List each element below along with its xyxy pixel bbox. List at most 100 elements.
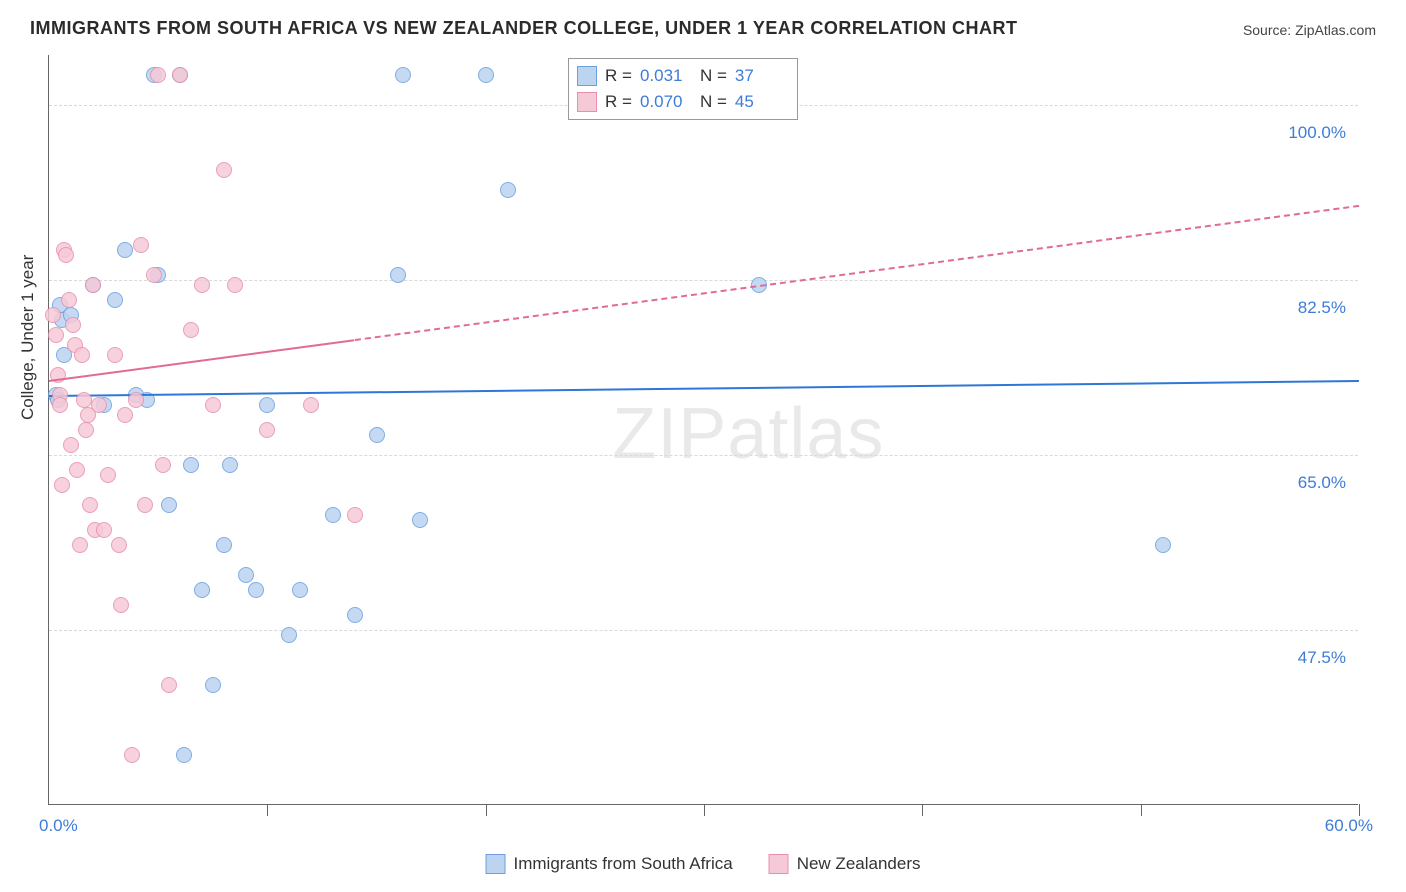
scatter-point bbox=[412, 512, 428, 528]
scatter-point bbox=[100, 467, 116, 483]
scatter-point bbox=[96, 522, 112, 538]
scatter-point bbox=[124, 747, 140, 763]
x-axis-max-label: 60.0% bbox=[1325, 816, 1373, 836]
source-attribution: Source: ZipAtlas.com bbox=[1243, 22, 1376, 38]
y-axis-tick-label: 47.5% bbox=[1298, 648, 1346, 668]
y-axis-tick-label: 65.0% bbox=[1298, 473, 1346, 493]
legend-label: New Zealanders bbox=[797, 854, 921, 874]
scatter-point bbox=[183, 322, 199, 338]
trend-line-solid bbox=[49, 380, 1359, 397]
legend-item-south-africa: Immigrants from South Africa bbox=[486, 854, 733, 874]
y-axis-label: College, Under 1 year bbox=[18, 255, 38, 420]
scatter-point bbox=[176, 747, 192, 763]
legend-swatch-pink bbox=[769, 854, 789, 874]
scatter-point bbox=[107, 292, 123, 308]
scatter-point bbox=[74, 347, 90, 363]
scatter-point bbox=[205, 677, 221, 693]
scatter-point bbox=[117, 407, 133, 423]
scatter-point bbox=[172, 67, 188, 83]
scatter-point bbox=[161, 497, 177, 513]
scatter-point bbox=[69, 462, 85, 478]
scatter-point bbox=[238, 567, 254, 583]
legend-r-value: 0.070 bbox=[640, 92, 692, 112]
scatter-point bbox=[61, 292, 77, 308]
scatter-point bbox=[85, 277, 101, 293]
scatter-point bbox=[347, 507, 363, 523]
legend-stats-box: R = 0.031 N = 37 R = 0.070 N = 45 bbox=[568, 58, 798, 120]
x-axis-tick bbox=[922, 804, 923, 816]
trend-line-dashed bbox=[355, 205, 1360, 341]
scatter-point bbox=[91, 397, 107, 413]
scatter-point bbox=[478, 67, 494, 83]
legend-swatch bbox=[577, 66, 597, 86]
legend-item-new-zealanders: New Zealanders bbox=[769, 854, 921, 874]
scatter-point bbox=[216, 162, 232, 178]
scatter-point bbox=[259, 397, 275, 413]
scatter-point bbox=[303, 397, 319, 413]
scatter-point bbox=[222, 457, 238, 473]
x-axis-min-label: 0.0% bbox=[39, 816, 78, 836]
chart-title: IMMIGRANTS FROM SOUTH AFRICA VS NEW ZEAL… bbox=[30, 18, 1018, 39]
scatter-point bbox=[155, 457, 171, 473]
legend-r-value: 0.031 bbox=[640, 66, 692, 86]
scatter-point bbox=[161, 677, 177, 693]
scatter-point bbox=[194, 277, 210, 293]
x-axis-tick bbox=[1359, 804, 1360, 816]
legend-n-label: N = bbox=[700, 92, 727, 112]
scatter-point bbox=[194, 582, 210, 598]
scatter-point bbox=[117, 242, 133, 258]
scatter-point bbox=[369, 427, 385, 443]
scatter-point bbox=[137, 497, 153, 513]
legend-stats-row: R = 0.070 N = 45 bbox=[577, 89, 787, 115]
legend-n-value: 37 bbox=[735, 66, 787, 86]
x-axis-tick bbox=[704, 804, 705, 816]
x-axis-tick bbox=[1141, 804, 1142, 816]
x-axis-tick bbox=[267, 804, 268, 816]
scatter-point bbox=[65, 317, 81, 333]
legend-swatch bbox=[577, 92, 597, 112]
scatter-point bbox=[205, 397, 221, 413]
legend-label: Immigrants from South Africa bbox=[514, 854, 733, 874]
scatter-point bbox=[128, 392, 144, 408]
watermark-text: ZIPatlas bbox=[612, 393, 884, 475]
legend-r-label: R = bbox=[605, 92, 632, 112]
scatter-point bbox=[325, 507, 341, 523]
scatter-point bbox=[500, 182, 516, 198]
scatter-point bbox=[52, 397, 68, 413]
scatter-point bbox=[281, 627, 297, 643]
gridline bbox=[49, 455, 1358, 456]
scatter-point bbox=[113, 597, 129, 613]
scatter-point bbox=[48, 327, 64, 343]
scatter-point bbox=[395, 67, 411, 83]
legend-bottom: Immigrants from South Africa New Zealand… bbox=[486, 854, 921, 874]
scatter-point bbox=[259, 422, 275, 438]
legend-r-label: R = bbox=[605, 66, 632, 86]
legend-n-label: N = bbox=[700, 66, 727, 86]
scatter-point bbox=[82, 497, 98, 513]
scatter-point bbox=[1155, 537, 1171, 553]
scatter-point bbox=[76, 392, 92, 408]
scatter-point bbox=[146, 267, 162, 283]
scatter-point bbox=[45, 307, 61, 323]
scatter-point bbox=[150, 67, 166, 83]
scatter-point bbox=[216, 537, 232, 553]
scatter-point bbox=[227, 277, 243, 293]
scatter-point bbox=[107, 347, 123, 363]
scatter-point bbox=[54, 477, 70, 493]
scatter-point bbox=[183, 457, 199, 473]
scatter-plot-area: ZIPatlas 47.5%65.0%82.5%100.0%0.0%60.0% bbox=[48, 55, 1358, 805]
scatter-point bbox=[72, 537, 88, 553]
scatter-point bbox=[63, 437, 79, 453]
x-axis-tick bbox=[486, 804, 487, 816]
y-axis-tick-label: 82.5% bbox=[1298, 298, 1346, 318]
scatter-point bbox=[292, 582, 308, 598]
scatter-point bbox=[58, 247, 74, 263]
scatter-point bbox=[133, 237, 149, 253]
scatter-point bbox=[111, 537, 127, 553]
scatter-point bbox=[78, 422, 94, 438]
trend-line-solid bbox=[49, 339, 355, 382]
legend-swatch-blue bbox=[486, 854, 506, 874]
legend-n-value: 45 bbox=[735, 92, 787, 112]
gridline bbox=[49, 280, 1358, 281]
y-axis-tick-label: 100.0% bbox=[1288, 123, 1346, 143]
